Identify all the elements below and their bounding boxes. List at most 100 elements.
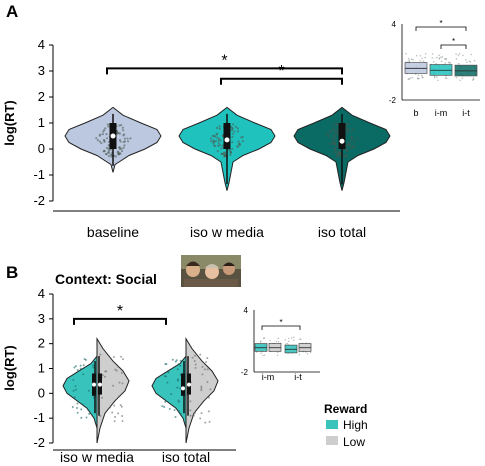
- data-point-iso-w-media: [229, 153, 232, 156]
- inset-point-b: [407, 78, 410, 80]
- data-point-low-iso-total: [191, 356, 194, 359]
- data-point-iso-w-media: [231, 132, 235, 135]
- inset-point-low-i-m: [277, 351, 279, 353]
- data-point-iso-w-media: [214, 140, 217, 143]
- data-point-baseline: [95, 136, 98, 140]
- data-point-low-iso-w-media: [115, 369, 118, 372]
- inset-significance-bracket: [415, 26, 467, 31]
- inset-point-i-m: [437, 79, 439, 82]
- data-point-low-iso-w-media: [120, 405, 123, 408]
- inset-point-i-m: [444, 62, 446, 64]
- y-tick-label: 3: [38, 311, 45, 326]
- data-point-iso-total: [334, 143, 337, 146]
- data-point-high-iso-w-media: [73, 396, 76, 399]
- data-point-iso-w-media: [212, 142, 215, 145]
- data-point-baseline: [122, 134, 125, 137]
- inset-point-low-i-m: [269, 339, 271, 342]
- data-point-iso-total: [345, 147, 349, 150]
- data-point-iso-w-media: [212, 140, 216, 143]
- data-point-iso-total: [334, 150, 338, 153]
- data-point-low-iso-total: [194, 363, 197, 366]
- data-point-iso-total: [333, 130, 336, 133]
- significance-star: *: [278, 63, 284, 80]
- data-point-low-iso-w-media: [101, 396, 104, 399]
- inset-point-i-m: [436, 56, 438, 59]
- y-tick-label: -2: [33, 435, 45, 450]
- data-point-low-iso-total: [200, 387, 203, 390]
- inset-point-i-m: [445, 77, 448, 80]
- data-point-low-iso-w-media: [121, 382, 124, 385]
- data-point-iso-total: [348, 145, 352, 148]
- data-point-baseline: [107, 151, 110, 154]
- inset-significance-star: *: [452, 37, 455, 46]
- data-point-iso-w-media: [209, 140, 213, 143]
- data-point-high-iso-w-media: [87, 408, 90, 411]
- y-tick-label: 2: [38, 336, 45, 351]
- data-point-high-iso-w-media: [76, 406, 79, 409]
- data-point-iso-w-media: [216, 150, 219, 153]
- box-high-iso-total: [181, 373, 185, 396]
- inset-point-low-i-t: [309, 351, 312, 354]
- y-tick-label: 4: [38, 37, 45, 52]
- x-tick-label-iso-w-media: iso w media: [60, 449, 134, 465]
- inset-x-tick-label: i-t: [294, 372, 302, 382]
- data-point-baseline: [126, 140, 130, 143]
- data-point-high-iso-total: [179, 364, 182, 367]
- data-point-iso-total: [331, 138, 334, 141]
- data-point-iso-total: [327, 131, 330, 135]
- inset-point-b: [424, 56, 426, 59]
- data-point-iso-total: [332, 123, 335, 126]
- data-point-low-iso-w-media: [112, 384, 115, 387]
- data-point-iso-total: [347, 141, 350, 144]
- data-point-iso-total: [330, 142, 334, 146]
- legend-swatch-high: [326, 420, 338, 429]
- inset-point-high-i-t: [288, 340, 290, 342]
- inset-point-low-i-m: [277, 341, 280, 343]
- significance-star: *: [221, 52, 227, 69]
- data-point-high-iso-total: [177, 378, 180, 381]
- inset-point-b: [422, 60, 425, 62]
- data-point-low-iso-w-media: [117, 395, 120, 398]
- social-photo: [181, 255, 241, 287]
- data-point-high-iso-w-media: [87, 389, 90, 392]
- inset-point-high-i-t: [293, 336, 295, 338]
- data-point-iso-total: [351, 145, 354, 148]
- inset-point-i-m: [440, 56, 442, 58]
- data-point-iso-total: [349, 138, 353, 141]
- inset-point-b: [421, 57, 423, 60]
- inset-point-b: [408, 59, 411, 62]
- data-point-iso-w-media: [231, 141, 234, 144]
- data-point-baseline: [118, 138, 122, 142]
- data-point-low-iso-total: [199, 353, 202, 356]
- data-point-iso-w-media: [214, 135, 217, 138]
- significance-bracket: [220, 77, 343, 85]
- data-point-iso-w-media: [231, 123, 235, 126]
- data-point-baseline: [121, 126, 124, 129]
- data-point-baseline: [103, 139, 106, 142]
- data-point-iso-w-media: [217, 137, 221, 140]
- data-point-low-iso-total: [193, 412, 196, 415]
- data-point-iso-w-media: [219, 139, 222, 142]
- data-point-high-iso-w-media: [72, 378, 75, 381]
- inset-point-b: [420, 74, 423, 77]
- y-tick-label: 0: [38, 385, 45, 400]
- data-point-iso-w-media: [212, 139, 215, 142]
- data-point-low-iso-total: [206, 357, 209, 360]
- inset-point-b: [417, 77, 420, 80]
- y-tick-label: 4: [38, 286, 45, 301]
- data-point-iso-total: [346, 155, 349, 158]
- inset-point-low-i-m: [276, 354, 279, 356]
- data-point-low-iso-total: [208, 420, 211, 423]
- data-point-low-iso-w-media: [120, 371, 123, 374]
- data-point-high-iso-w-media: [79, 364, 82, 367]
- data-point-high-iso-total: [177, 410, 180, 413]
- data-point-iso-total: [329, 142, 332, 146]
- data-point-high-iso-w-media: [74, 365, 77, 368]
- inset-point-low-i-m: [277, 337, 280, 340]
- data-point-high-iso-total: [167, 371, 170, 374]
- inset-point-i-m: [435, 62, 437, 65]
- data-point-low-iso-w-media: [114, 368, 117, 371]
- data-point-low-iso-w-media: [99, 414, 102, 417]
- data-point-iso-total: [335, 155, 338, 158]
- data-point-iso-total: [333, 136, 336, 139]
